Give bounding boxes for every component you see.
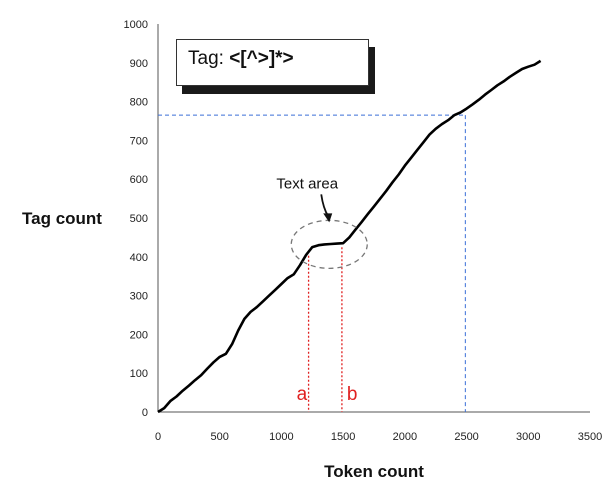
x-tick-label: 0 bbox=[155, 431, 161, 443]
series-line bbox=[157, 59, 542, 414]
x-tick-label: 3000 bbox=[516, 431, 540, 443]
x-tick-label: 500 bbox=[211, 431, 229, 443]
text-area-arrowhead bbox=[323, 213, 333, 223]
y-tick-label: 400 bbox=[130, 252, 148, 264]
x-tick-label: 2000 bbox=[393, 431, 417, 443]
y-tick-label: 100 bbox=[130, 368, 148, 380]
x-tick-label: 2500 bbox=[454, 431, 478, 443]
x-tick-label: 3500 bbox=[578, 431, 602, 443]
x-tick-label: 1500 bbox=[331, 431, 355, 443]
x-tick-label: 1000 bbox=[269, 431, 293, 443]
y-tick-label: 500 bbox=[130, 213, 148, 225]
x-axis-title: Token count bbox=[324, 462, 424, 481]
y-tick-label: 800 bbox=[130, 97, 148, 109]
text-area-label: Text area bbox=[276, 175, 338, 192]
y-tick-label: 1000 bbox=[124, 19, 148, 31]
tag-pattern: <[^>]*> bbox=[229, 48, 294, 69]
y-tick-label: 900 bbox=[130, 58, 148, 70]
text-area-arrow bbox=[320, 194, 330, 217]
y-tick-labels: 0 100 200 300 400 500 600 700 800 900 1000 bbox=[124, 19, 148, 419]
y-tick-label: 0 bbox=[142, 407, 148, 419]
marker-b-label: b bbox=[347, 384, 358, 405]
tag-pattern-box: Tag: <[^>]*> bbox=[176, 39, 369, 86]
x-tick-labels: 0 500 1000 1500 2000 2500 3000 3500 bbox=[155, 431, 602, 443]
marker-a-label: a bbox=[297, 384, 308, 405]
y-tick-label: 600 bbox=[130, 174, 148, 186]
y-tick-label: 300 bbox=[130, 291, 148, 303]
y-tick-label: 700 bbox=[130, 135, 148, 147]
y-tick-label: 200 bbox=[130, 329, 148, 341]
y-axis-title: Tag count bbox=[22, 209, 102, 228]
tag-prefix: Tag: bbox=[188, 48, 230, 69]
